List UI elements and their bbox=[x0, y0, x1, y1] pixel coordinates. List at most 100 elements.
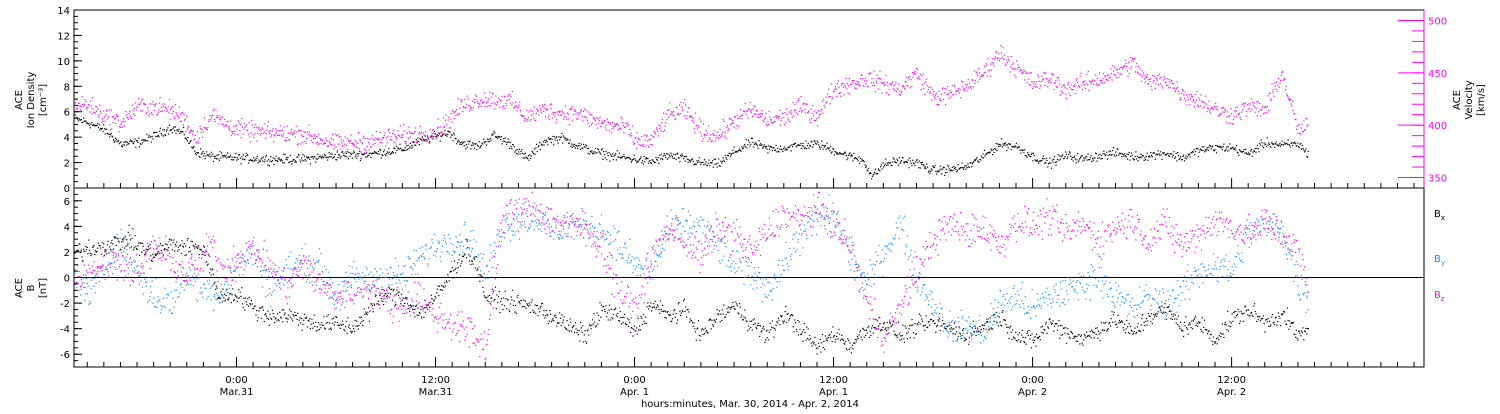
bx-point bbox=[125, 236, 126, 237]
bx-point bbox=[140, 243, 141, 244]
velocity-point bbox=[674, 115, 675, 116]
bx-point bbox=[720, 321, 721, 322]
bx-point bbox=[666, 318, 667, 319]
bx-point bbox=[621, 324, 622, 325]
density-point bbox=[268, 159, 269, 160]
velocity-point bbox=[503, 106, 504, 107]
bx-point bbox=[124, 248, 125, 249]
velocity-point bbox=[1005, 65, 1006, 66]
bx-point bbox=[1082, 345, 1083, 346]
density-point bbox=[1211, 148, 1212, 149]
velocity-point bbox=[186, 116, 187, 117]
velocity-point bbox=[299, 130, 300, 131]
velocity-point bbox=[641, 145, 642, 146]
velocity-point bbox=[686, 115, 687, 116]
velocity-point bbox=[669, 102, 670, 103]
density-point bbox=[853, 153, 854, 154]
density-point bbox=[904, 162, 905, 163]
velocity-point bbox=[170, 109, 171, 110]
velocity-point bbox=[886, 92, 887, 93]
velocity-point bbox=[1230, 123, 1231, 124]
density-point bbox=[1244, 153, 1245, 154]
density-point bbox=[714, 159, 715, 160]
density-point bbox=[1249, 153, 1250, 154]
velocity-point bbox=[1224, 111, 1225, 112]
velocity-point bbox=[1065, 94, 1066, 95]
velocity-point bbox=[438, 118, 439, 119]
bx-point bbox=[920, 323, 921, 324]
bx-point bbox=[744, 310, 745, 311]
density-point bbox=[173, 127, 174, 128]
velocity-point bbox=[183, 124, 184, 125]
velocity-point bbox=[1074, 84, 1075, 85]
velocity-point bbox=[267, 125, 268, 126]
density-point bbox=[543, 145, 544, 146]
velocity-point bbox=[130, 116, 131, 117]
density-point bbox=[1087, 159, 1088, 160]
density-point bbox=[456, 143, 457, 144]
velocity-point bbox=[804, 103, 805, 104]
velocity-point bbox=[250, 141, 251, 142]
bx-point bbox=[1084, 334, 1085, 335]
bx-point bbox=[470, 264, 471, 265]
velocity-point bbox=[338, 144, 339, 145]
density-point bbox=[782, 151, 783, 152]
density-point bbox=[1064, 156, 1065, 157]
velocity-point bbox=[855, 83, 856, 84]
velocity-point bbox=[883, 85, 884, 86]
bx-point bbox=[402, 297, 403, 298]
velocity-point bbox=[372, 135, 373, 136]
bx-point bbox=[949, 328, 950, 329]
velocity-point bbox=[1130, 57, 1131, 58]
density-point bbox=[932, 166, 933, 167]
velocity-point bbox=[1216, 106, 1217, 107]
density-point bbox=[470, 148, 471, 149]
density-point bbox=[374, 151, 375, 152]
density-point bbox=[823, 149, 824, 150]
velocity-point bbox=[374, 139, 375, 140]
bx-point bbox=[1007, 332, 1008, 333]
velocity-point bbox=[826, 101, 827, 102]
velocity-point bbox=[111, 109, 112, 110]
bx-point bbox=[927, 327, 928, 328]
velocity-point bbox=[357, 147, 358, 148]
density-point bbox=[195, 153, 196, 154]
velocity-point bbox=[116, 114, 117, 115]
velocity-point bbox=[233, 126, 234, 127]
density-point bbox=[158, 136, 159, 137]
velocity-point bbox=[1187, 97, 1188, 98]
density-point bbox=[1279, 145, 1280, 146]
bx-point bbox=[189, 247, 190, 248]
density-point bbox=[686, 156, 687, 157]
density-point bbox=[1088, 154, 1089, 155]
velocity-point bbox=[86, 107, 87, 108]
bx-point bbox=[1152, 318, 1153, 319]
density-point bbox=[464, 145, 465, 146]
bx-point bbox=[861, 337, 862, 338]
density-point bbox=[473, 145, 474, 146]
bx-point bbox=[755, 323, 756, 324]
velocity-point bbox=[635, 138, 636, 139]
bx-point bbox=[1071, 332, 1072, 333]
velocity-point bbox=[200, 128, 201, 129]
velocity-point bbox=[1275, 86, 1276, 87]
density-point bbox=[813, 144, 814, 145]
density-point bbox=[399, 144, 400, 145]
bx-point bbox=[205, 251, 206, 252]
bx-point bbox=[863, 329, 864, 330]
density-point bbox=[1254, 151, 1255, 152]
density-point bbox=[358, 156, 359, 157]
bx-point bbox=[1154, 316, 1155, 317]
bx-point bbox=[176, 242, 177, 243]
bx-point bbox=[781, 316, 782, 317]
velocity-point bbox=[256, 127, 257, 128]
density-point bbox=[885, 164, 886, 165]
velocity-point bbox=[375, 143, 376, 144]
density-point bbox=[183, 127, 184, 128]
bx-point bbox=[260, 307, 261, 308]
bx-point bbox=[952, 329, 953, 330]
density-point bbox=[652, 160, 653, 161]
bx-point bbox=[364, 309, 365, 310]
density-point bbox=[573, 146, 574, 147]
velocity-point bbox=[431, 135, 432, 136]
